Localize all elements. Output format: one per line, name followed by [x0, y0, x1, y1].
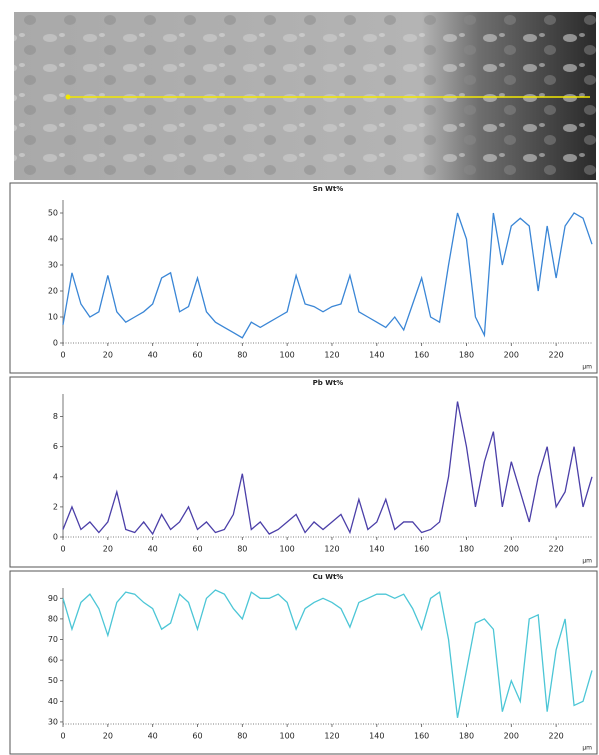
- data-line: [62, 589, 593, 718]
- y-tick-label: 20: [48, 287, 58, 296]
- x-axis-label: µm: [582, 558, 592, 565]
- y-tick-label: 80: [48, 614, 58, 623]
- x-tick-label: 200: [504, 351, 519, 360]
- x-tick-label: 80: [237, 351, 247, 360]
- x-tick-label: 180: [459, 545, 474, 554]
- x-tick-label: 40: [148, 732, 158, 741]
- panel-frame: [9, 376, 598, 568]
- y-tick-label: 6: [53, 442, 58, 451]
- y-tick-label: 0: [53, 533, 58, 542]
- x-tick-label: 40: [148, 351, 158, 360]
- x-tick-label: 40: [148, 545, 158, 554]
- x-tick-label: 180: [459, 351, 474, 360]
- x-tick-label: 100: [280, 545, 295, 554]
- chart-title: Pb Wt%: [313, 379, 344, 387]
- x-tick-label: 0: [60, 732, 65, 741]
- x-tick-label: 160: [414, 351, 429, 360]
- sem-image: [14, 12, 596, 180]
- x-tick-label: 20: [103, 545, 113, 554]
- x-tick-label: 220: [548, 732, 563, 741]
- y-tick-label: 90: [48, 594, 58, 603]
- x-tick-label: 60: [192, 351, 202, 360]
- x-tick-label: 80: [237, 545, 247, 554]
- y-tick-label: 40: [48, 697, 58, 706]
- y-tick-label: 30: [48, 261, 58, 270]
- x-tick-label: 20: [103, 351, 113, 360]
- y-tick-label: 4: [53, 472, 58, 481]
- y-tick-label: 30: [48, 717, 58, 726]
- x-tick-label: 140: [369, 732, 384, 741]
- x-axis-label: µm: [582, 745, 592, 752]
- x-tick-label: 160: [414, 545, 429, 554]
- x-tick-label: 120: [324, 351, 339, 360]
- x-tick-label: 200: [504, 545, 519, 554]
- x-tick-label: 180: [459, 732, 474, 741]
- x-tick-label: 20: [103, 732, 113, 741]
- x-tick-label: 60: [192, 545, 202, 554]
- x-tick-label: 200: [504, 732, 519, 741]
- x-tick-label: 120: [324, 732, 339, 741]
- x-axis-label: µm: [582, 364, 592, 371]
- x-tick-label: 0: [60, 545, 65, 554]
- y-tick-label: 10: [48, 313, 58, 322]
- panel-frame: [9, 570, 598, 755]
- y-tick-label: 50: [48, 209, 58, 218]
- x-tick-label: 80: [237, 732, 247, 741]
- x-tick-label: 60: [192, 732, 202, 741]
- panel-frame: [9, 182, 598, 374]
- x-tick-label: 100: [280, 351, 295, 360]
- y-tick-label: 8: [53, 412, 58, 421]
- y-tick-label: 40: [48, 235, 58, 244]
- x-tick-label: 160: [414, 732, 429, 741]
- x-tick-label: 0: [60, 351, 65, 360]
- chart-title: Sn Wt%: [313, 185, 344, 193]
- x-tick-label: 140: [369, 351, 384, 360]
- x-tick-label: 140: [369, 545, 384, 554]
- y-tick-label: 0: [53, 339, 58, 348]
- x-tick-label: 220: [548, 545, 563, 554]
- x-tick-label: 120: [324, 545, 339, 554]
- y-tick-label: 50: [48, 676, 58, 685]
- chart-title: Cu Wt%: [313, 573, 344, 581]
- y-tick-label: 70: [48, 635, 58, 644]
- data-line: [62, 401, 593, 536]
- x-tick-label: 220: [548, 351, 563, 360]
- x-tick-label: 100: [280, 732, 295, 741]
- y-tick-label: 60: [48, 656, 58, 665]
- y-tick-label: 2: [53, 502, 58, 511]
- data-line: [62, 212, 593, 339]
